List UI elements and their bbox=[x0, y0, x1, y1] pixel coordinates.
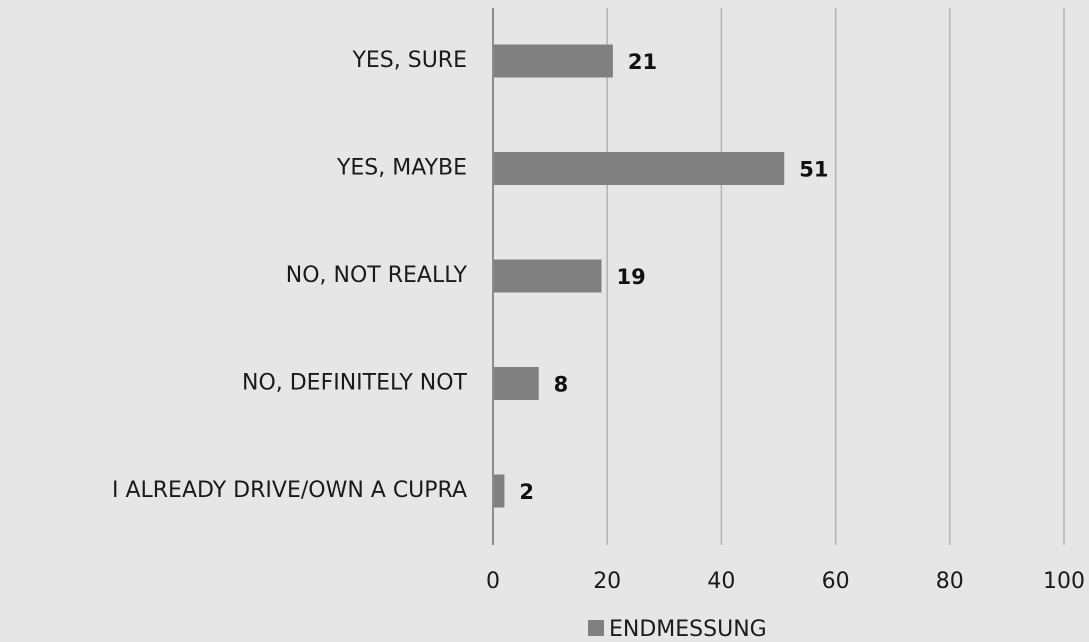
category-label: I ALREADY DRIVE/OWN A CUPRA bbox=[112, 478, 467, 503]
bar bbox=[493, 474, 505, 508]
category-label: YES, MAYBE bbox=[336, 156, 467, 181]
x-tick-label: 40 bbox=[707, 569, 735, 594]
legend-label: ENDMESSUNG bbox=[609, 617, 767, 642]
gridlines bbox=[606, 8, 1065, 545]
data-label: 8 bbox=[554, 373, 569, 397]
x-tick-label: 60 bbox=[822, 569, 850, 594]
x-tick-label: 0 bbox=[486, 569, 500, 594]
bar bbox=[493, 259, 602, 293]
data-label: 51 bbox=[799, 158, 828, 182]
category-label: YES, SURE bbox=[351, 48, 467, 73]
bar bbox=[493, 152, 785, 185]
category-label: NO, DEFINITELY NOT bbox=[242, 371, 468, 396]
x-tick-labels: 0 20 40 60 80 100 bbox=[486, 569, 1085, 594]
legend: ENDMESSUNG bbox=[588, 617, 767, 642]
x-tick-label: 100 bbox=[1043, 569, 1085, 594]
data-labels: 21 51 19 8 2 bbox=[519, 50, 828, 504]
data-label: 21 bbox=[628, 50, 657, 74]
legend-swatch bbox=[588, 620, 604, 636]
category-labels: YES, SURE YES, MAYBE NO, NOT REALLY NO, DEF… bbox=[112, 48, 468, 503]
category-label: NO, NOT REALLY bbox=[286, 263, 468, 288]
bar bbox=[493, 44, 613, 78]
x-tick-label: 20 bbox=[593, 569, 621, 594]
bar bbox=[493, 367, 539, 400]
data-label: 2 bbox=[519, 480, 534, 504]
data-label: 19 bbox=[616, 265, 645, 289]
bars bbox=[493, 44, 785, 508]
x-tick-label: 80 bbox=[936, 569, 964, 594]
